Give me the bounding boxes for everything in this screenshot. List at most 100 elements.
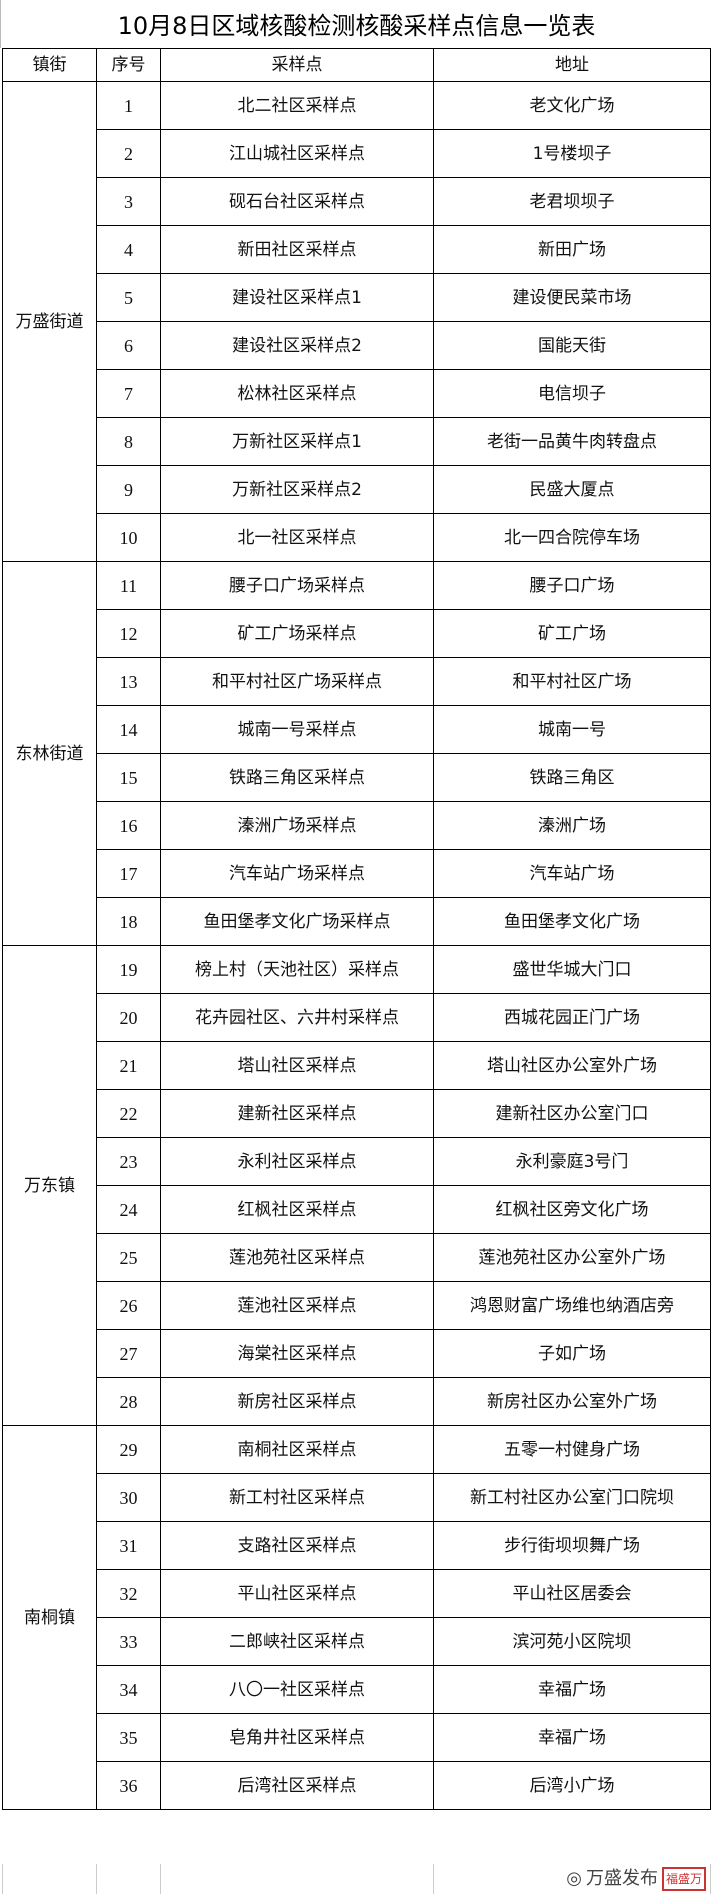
site-cell: 新工村社区采样点 [160,1473,434,1522]
site-cell: 矿工广场采样点 [160,609,434,658]
site-cell: 建设社区采样点1 [160,273,434,322]
index-cell: 21 [96,1041,161,1090]
table-row: 36 后湾社区采样点 后湾小广场 [3,1761,711,1810]
table-row: 万东镇 19 榜上村（天池社区）采样点 盛世华城大门口 [2,945,711,1426]
address-cell: 北一四合院停车场 [433,513,711,562]
site-cell: 砚石台社区采样点 [160,177,434,226]
wechat-icon: ◎ [566,1868,582,1889]
table-row: 34 八〇一社区采样点 幸福广场 [3,1665,711,1714]
index-cell: 6 [96,321,161,370]
table-row: 32 平山社区采样点 平山社区居委会 [3,1569,711,1618]
gridline [96,1864,97,1894]
table-row: 27 海棠社区采样点 子如广场 [3,1329,711,1378]
site-cell: 新房社区采样点 [160,1377,434,1426]
site-cell: 松林社区采样点 [160,369,434,418]
seal-stamp: 福盛万 [661,1867,706,1891]
address-cell: 城南一号 [433,705,711,754]
site-cell: 江山城社区采样点 [160,129,434,178]
site-cell: 北二社区采样点 [160,81,434,130]
index-cell: 25 [96,1233,161,1282]
address-cell: 建新社区办公室门口 [433,1089,711,1138]
site-cell: 万新社区采样点2 [160,465,434,514]
address-cell: 汽车站广场 [433,849,711,898]
address-cell: 建设便民菜市场 [433,273,711,322]
index-cell: 31 [96,1521,161,1570]
index-cell: 13 [96,657,161,706]
address-cell: 子如广场 [433,1329,711,1378]
site-cell: 莲池社区采样点 [160,1281,434,1330]
address-cell: 永利豪庭3号门 [433,1137,711,1186]
index-cell: 5 [96,273,161,322]
table-row: 15 铁路三角区采样点 铁路三角区 [3,753,711,802]
index-cell: 23 [96,1137,161,1186]
table-row: 30 新工村社区采样点 新工村社区办公室门口院坝 [3,1473,711,1522]
site-cell: 八〇一社区采样点 [160,1665,434,1714]
index-cell: 14 [96,705,161,754]
table-row: 4 新田社区采样点 新田广场 [3,225,711,274]
table-row: 8 万新社区采样点1 老街一品黄牛肉转盘点 [3,417,711,466]
table-row: 14 城南一号采样点 城南一号 [3,705,711,754]
table-header-row: 镇街 序号 采样点 地址 [2,48,711,82]
site-cell: 皂角井社区采样点 [160,1713,434,1762]
index-cell: 15 [96,753,161,802]
index-cell: 10 [96,513,161,562]
index-cell: 29 [96,1425,161,1474]
address-cell: 和平村社区广场 [433,657,711,706]
table-row: 17 汽车站广场采样点 汽车站广场 [3,849,711,898]
table-row: 18 鱼田堡孝文化广场采样点 鱼田堡孝文化广场 [3,897,711,946]
index-cell: 7 [96,369,161,418]
index-cell: 30 [96,1473,161,1522]
site-cell: 南桐社区采样点 [160,1425,434,1474]
address-cell: 鸿恩财富广场维也纳酒店旁 [433,1281,711,1330]
table-row: 13 和平村社区广场采样点 和平村社区广场 [3,657,711,706]
address-cell: 老君坝坝子 [433,177,711,226]
table-row: 7 松林社区采样点 电信坝子 [3,369,711,418]
table-row: 10 北一社区采样点 北一四合院停车场 [3,513,711,562]
header-index: 序号 [96,48,161,82]
site-cell: 塔山社区采样点 [160,1041,434,1090]
index-cell: 8 [96,417,161,466]
address-cell: 老文化广场 [433,81,711,130]
table-row: 5 建设社区采样点1 建设便民菜市场 [3,273,711,322]
address-cell: 幸福广场 [433,1665,711,1714]
index-cell: 27 [96,1329,161,1378]
table-row: 28 新房社区采样点 新房社区办公室外广场 [3,1377,711,1426]
index-cell: 17 [96,849,161,898]
town-cell: 南桐镇 [2,1425,97,1810]
site-cell: 建新社区采样点 [160,1089,434,1138]
site-cell: 永利社区采样点 [160,1137,434,1186]
site-cell: 北一社区采样点 [160,513,434,562]
gridline [710,1864,711,1894]
table-row: 35 皂角井社区采样点 幸福广场 [3,1713,711,1762]
table-row: 25 莲池苑社区采样点 莲池苑社区办公室外广场 [3,1233,711,1282]
index-cell: 28 [96,1377,161,1426]
site-cell: 汽车站广场采样点 [160,849,434,898]
table-row: 南桐镇 29 南桐社区采样点 五零一村健身广场 [2,1425,711,1810]
index-cell: 2 [96,129,161,178]
table-row: 6 建设社区采样点2 国能天街 [3,321,711,370]
site-cell: 红枫社区采样点 [160,1185,434,1234]
site-cell: 建设社区采样点2 [160,321,434,370]
index-cell: 18 [96,897,161,946]
header-address: 地址 [433,48,711,82]
index-cell: 26 [96,1281,161,1330]
site-cell: 莲池苑社区采样点 [160,1233,434,1282]
index-cell: 1 [96,81,161,130]
site-cell: 溱洲广场采样点 [160,801,434,850]
watermark: ◎ 万盛发布 福盛万 [566,1867,706,1891]
address-cell: 腰子口广场 [433,561,711,610]
table-row: 20 花卉园社区、六井村采样点 西城花园正门广场 [3,993,711,1042]
address-cell: 幸福广场 [433,1713,711,1762]
table-row: 东林街道 11 腰子口广场采样点 腰子口广场 [2,561,711,946]
town-cell: 万盛街道 [2,81,97,562]
watermark-label: 万盛发布 [585,1868,658,1889]
address-cell: 新房社区办公室外广场 [433,1377,711,1426]
site-cell: 城南一号采样点 [160,705,434,754]
site-cell: 平山社区采样点 [160,1569,434,1618]
table-row: 21 塔山社区采样点 塔山社区办公室外广场 [3,1041,711,1090]
address-cell: 莲池苑社区办公室外广场 [433,1233,711,1282]
address-cell: 滨河苑小区院坝 [433,1617,711,1666]
index-cell: 33 [96,1617,161,1666]
town-cell: 万东镇 [2,945,97,1426]
table-row: 24 红枫社区采样点 红枫社区旁文化广场 [3,1185,711,1234]
